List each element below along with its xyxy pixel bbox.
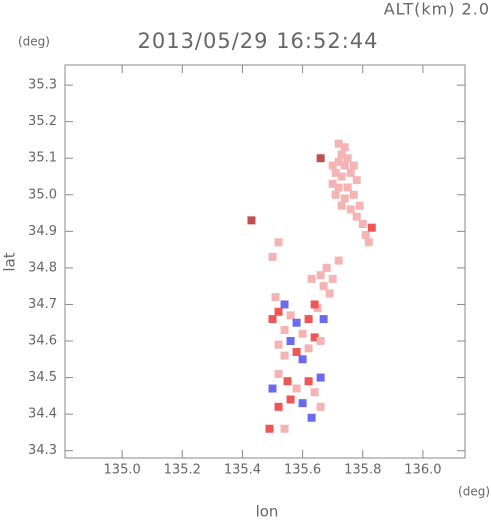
y-tick-label: 35.1	[28, 151, 57, 166]
data-point	[280, 300, 289, 309]
data-point	[334, 157, 343, 166]
data-point	[286, 395, 295, 404]
data-point	[292, 318, 301, 327]
data-point	[265, 424, 274, 433]
data-point	[283, 377, 292, 386]
data-point	[280, 326, 289, 335]
y-tick-label: 34.8	[28, 260, 57, 275]
y-tick-label: 34.9	[28, 224, 57, 239]
data-point	[268, 252, 277, 261]
data-point	[268, 315, 277, 324]
data-point	[316, 337, 325, 346]
data-point	[307, 274, 316, 283]
data-point	[334, 256, 343, 265]
data-point	[349, 161, 358, 170]
x-tick-label: 135.0	[104, 463, 141, 478]
data-point	[310, 388, 319, 397]
data-point	[346, 168, 355, 177]
data-point	[292, 347, 301, 356]
data-point	[340, 194, 349, 203]
altitude-label: ALT(km) 2.0	[384, 0, 490, 19]
data-point	[328, 274, 337, 283]
data-point	[274, 340, 283, 349]
data-point	[337, 172, 346, 181]
data-point	[325, 289, 334, 298]
data-point	[355, 201, 364, 210]
data-point	[328, 179, 337, 188]
data-point	[274, 369, 283, 378]
data-point	[280, 351, 289, 360]
data-point	[274, 402, 283, 411]
data-point	[298, 355, 307, 364]
x-tick-label: 135.8	[344, 463, 381, 478]
data-point	[292, 384, 301, 393]
x-axis-label: lon	[256, 503, 279, 521]
y-tick-label: 35.2	[28, 114, 57, 129]
data-point	[247, 216, 256, 225]
data-point	[304, 315, 313, 324]
data-point	[316, 402, 325, 411]
data-point	[319, 282, 328, 291]
x-tick-label: 135.4	[224, 463, 261, 478]
y-tick-label: 35.3	[28, 78, 57, 93]
x-tick-label: 136.0	[404, 463, 441, 478]
data-point	[343, 154, 352, 163]
data-point	[274, 307, 283, 316]
y-unit: (deg)	[18, 35, 50, 49]
x-tick-label: 135.6	[284, 463, 321, 478]
data-point	[268, 384, 277, 393]
data-point	[271, 293, 280, 302]
y-tick-label: 34.7	[28, 297, 57, 312]
data-point	[358, 220, 367, 229]
y-axis-label: lat	[1, 252, 19, 271]
data-point	[298, 399, 307, 408]
data-point	[316, 154, 325, 163]
data-point	[331, 190, 340, 199]
data-point	[367, 223, 376, 232]
data-point	[319, 315, 328, 324]
data-point	[331, 168, 340, 177]
data-point	[328, 161, 337, 170]
data-point	[280, 424, 289, 433]
data-point	[340, 161, 349, 170]
x-unit: (deg)	[458, 485, 490, 499]
data-point	[310, 300, 319, 309]
y-tick-label: 34.4	[28, 407, 57, 422]
data-point	[352, 176, 361, 185]
data-point	[316, 373, 325, 382]
data-point	[337, 150, 346, 159]
data-point	[349, 190, 358, 199]
data-point	[364, 238, 373, 247]
data-point	[307, 413, 316, 422]
data-point	[334, 183, 343, 192]
chart-title: 2013/05/29 16:52:44	[137, 29, 378, 53]
data-point	[304, 344, 313, 353]
data-point	[274, 238, 283, 247]
y-tick-label: 34.5	[28, 370, 57, 385]
data-point	[322, 263, 331, 272]
y-tick-label: 35.0	[28, 187, 57, 202]
data-point	[316, 271, 325, 280]
data-point	[286, 337, 295, 346]
plot-frame	[64, 64, 466, 459]
data-point	[304, 377, 313, 386]
data-point	[346, 205, 355, 214]
data-point	[337, 201, 346, 210]
data-point	[343, 183, 352, 192]
x-tick-label: 135.2	[164, 463, 201, 478]
y-tick-label: 34.3	[28, 443, 57, 458]
data-point	[286, 311, 295, 320]
data-point	[334, 139, 343, 148]
data-point	[298, 329, 307, 338]
data-point	[340, 143, 349, 152]
data-point	[361, 230, 370, 239]
y-tick-label: 34.6	[28, 334, 57, 349]
data-point	[352, 212, 361, 221]
data-point	[310, 333, 319, 342]
